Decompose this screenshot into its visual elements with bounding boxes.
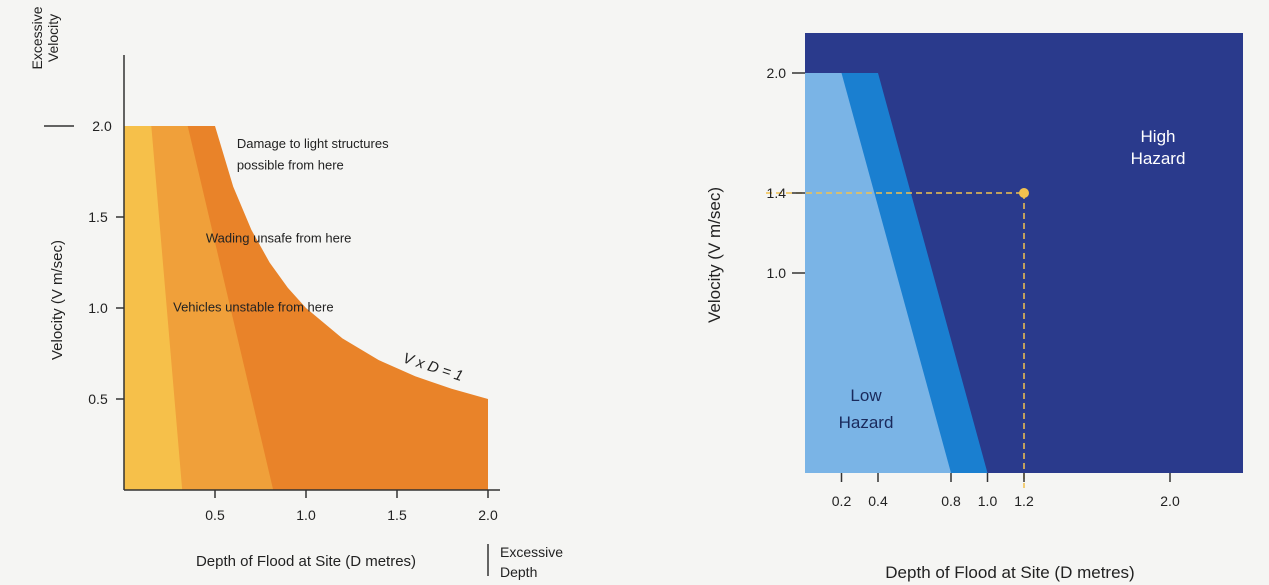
excessive-velocity-line-1: Excessive: [29, 6, 45, 69]
left-x-tick-label: 2.0: [478, 507, 498, 523]
right-region-low-hazard: [805, 73, 951, 473]
excessive-velocity-line-2: Velocity: [45, 14, 61, 62]
excessive-depth-line-1: Excessive: [500, 544, 563, 560]
high-hazard-label-line-1: High: [1141, 127, 1176, 146]
left-x-axis-label: Depth of Flood at Site (D metres): [196, 553, 416, 570]
right-y-tick-label: 2.0: [767, 65, 787, 81]
left-y-tick-label: 0.5: [88, 391, 108, 407]
left-region-vehicles: [124, 126, 183, 490]
right-y-axis-label: Velocity (V m/sec): [705, 187, 724, 323]
right-x-axis-label: Depth of Flood at Site (D metres): [885, 563, 1134, 582]
depth-velocity-marker: [1019, 188, 1029, 198]
left-y-ticks: 0.5 1.0 1.5 2.0: [44, 118, 124, 407]
left-annotation: Wading unsafe from here: [206, 230, 351, 245]
right-x-ticks: 0.2 0.4 0.8 1.0 1.2 2.0: [832, 473, 1180, 509]
left-x-tick-label: 1.0: [296, 507, 316, 523]
left-annotation: Damage to light structures: [237, 136, 389, 151]
left-y-axis-label: Velocity (V m/sec): [49, 240, 66, 360]
left-chart: 0.5 1.0 1.5 2.0 0.5 1.0 1.5 2.0 Damage to ligh…: [29, 6, 563, 580]
left-annotations: Damage to light structures possible from …: [173, 136, 389, 315]
left-y-tick-label: 1.5: [88, 209, 108, 225]
right-x-tick-label: 2.0: [1160, 493, 1180, 509]
left-annotation: Vehicles unstable from here: [173, 300, 333, 315]
excessive-depth-line-2: Depth: [500, 564, 537, 580]
right-x-tick-label: 0.8: [941, 493, 961, 509]
left-y-tick-label: 2.0: [92, 118, 112, 134]
right-chart: 1.0 1.4 2.0 0.2 0.4 0.8 1.0 1.2 2.0 High Hazard…: [705, 33, 1243, 582]
high-hazard-label-line-2: Hazard: [1131, 149, 1186, 168]
right-y-tick-label: 1.4: [767, 185, 787, 201]
left-x-tick-label: 0.5: [205, 507, 225, 523]
low-hazard-label-line-2: Hazard: [839, 413, 894, 432]
left-annotation: possible from here: [237, 158, 344, 173]
right-x-tick-label: 0.4: [868, 493, 888, 509]
right-x-tick-label: 0.2: [832, 493, 852, 509]
right-y-ticks: 1.0 1.4 2.0: [767, 65, 805, 281]
low-hazard-label-line-1: Low: [850, 386, 882, 405]
right-y-tick-label: 1.0: [767, 265, 787, 281]
right-x-tick-label: 1.0: [978, 493, 998, 509]
left-x-tick-label: 1.5: [387, 507, 407, 523]
left-x-ticks: 0.5 1.0 1.5 2.0: [205, 490, 498, 523]
right-x-tick-label: 1.2: [1014, 493, 1034, 509]
left-y-tick-label: 1.0: [88, 300, 108, 316]
